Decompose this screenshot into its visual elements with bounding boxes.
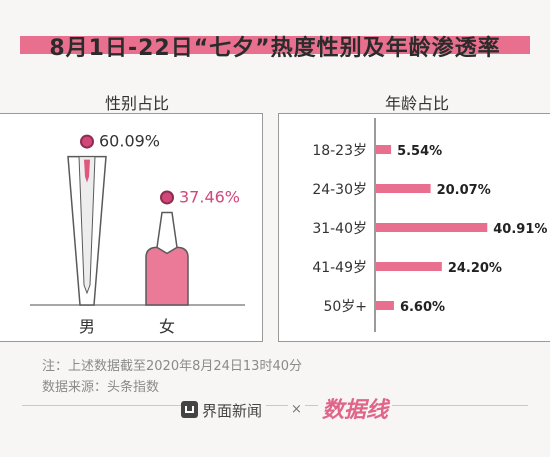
age-bar — [376, 262, 442, 271]
age-value-label: 40.91% — [493, 222, 547, 237]
gender-panel — [0, 113, 263, 342]
gender-chart: 60.09% 37.46% 男 女 — [30, 132, 245, 336]
gender-panel-title: 性别占比 — [104, 94, 169, 113]
note-text: 注：上述数据截至2020年8月24日13时40分 — [42, 359, 302, 374]
female-value-label: 37.46% — [179, 187, 240, 206]
age-value-label: 6.60% — [400, 300, 445, 315]
age-category-label: 50岁+ — [323, 299, 367, 315]
brand-separator: × — [288, 402, 305, 417]
age-bar — [376, 301, 394, 310]
age-bars-group: 18-23岁 5.54% 24-30岁 20.07% 31-40岁 40.91% 41-49… — [312, 143, 547, 315]
male-value-label: 60.09% — [99, 132, 160, 151]
brand-name: 界面新闻 — [198, 400, 267, 421]
age-value-label: 20.07% — [437, 183, 491, 198]
age-category-label: 18-23岁 — [312, 143, 367, 159]
age-category-label: 24-30岁 — [312, 182, 367, 198]
female-figure — [145, 190, 189, 306]
age-category-label: 31-40岁 — [312, 221, 367, 237]
male-head-dot — [80, 134, 94, 149]
male-tie — [84, 159, 90, 183]
age-bar — [376, 184, 431, 193]
title-highlight-stripe — [20, 36, 530, 54]
source-text: 数据来源：头条指数 — [42, 380, 160, 395]
age-panel-title: 年龄占比 — [384, 94, 449, 113]
title-banner: 8月1日-22日“七夕”热度性别及年龄渗透率 — [12, 24, 538, 68]
male-category-label: 男 — [79, 317, 95, 336]
female-head-dot — [160, 190, 174, 205]
age-bar — [376, 145, 392, 154]
female-bodice — [156, 211, 178, 255]
brand-logo-icon — [181, 401, 198, 418]
age-value-label: 24.20% — [448, 261, 502, 276]
footer-divider — [22, 405, 528, 406]
age-value-label: 5.54% — [397, 144, 442, 159]
male-figure — [67, 134, 107, 306]
male-shirt — [78, 156, 96, 295]
age-bar — [376, 223, 488, 232]
age-chart: 18-23岁 5.54% 24-30岁 20.07% 31-40岁 40.91% 41-49… — [312, 118, 547, 332]
partner-logo: 数据线 — [318, 392, 393, 424]
female-category-label: 女 — [159, 317, 175, 336]
age-category-label: 41-49岁 — [312, 260, 367, 276]
page-title: 8月1日-22日“七夕”热度性别及年龄渗透率 — [49, 36, 501, 61]
